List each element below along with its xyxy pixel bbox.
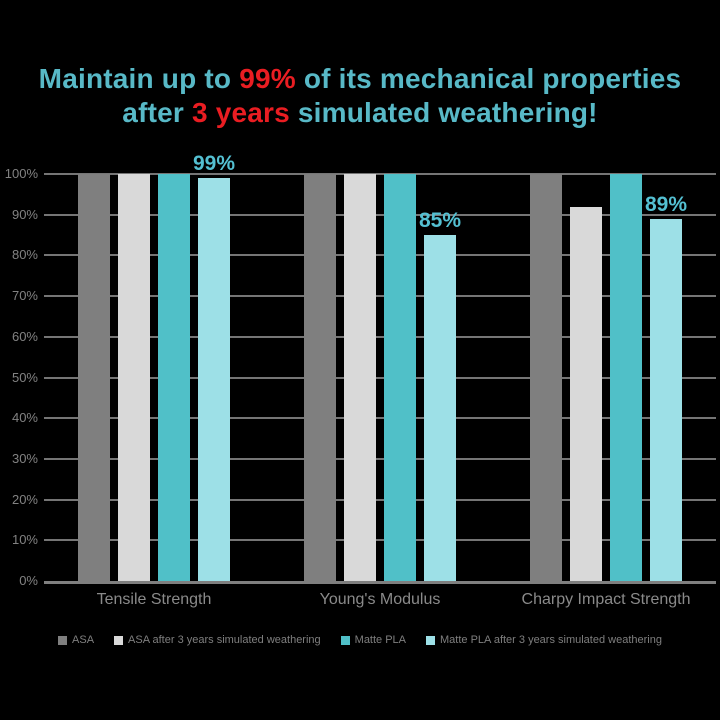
y-tick-label: 100% xyxy=(4,166,38,181)
bar xyxy=(610,174,642,581)
gridline xyxy=(44,295,716,298)
bar-value-label: 89% xyxy=(644,192,688,216)
legend-label: ASA xyxy=(72,634,95,646)
bar xyxy=(304,174,336,581)
bar xyxy=(118,174,150,581)
title-highlight: 3 years xyxy=(191,97,290,128)
gridline xyxy=(44,539,716,542)
legend-swatch xyxy=(340,635,350,645)
legend-item: ASA after 3 years simulated weathering xyxy=(114,634,321,646)
bar xyxy=(78,174,110,581)
title-highlight: 99% xyxy=(239,63,296,94)
chart-title: Maintain up to 99% of its mechanical pro… xyxy=(0,62,720,130)
title-line-2: after 3 years simulated weathering! xyxy=(0,96,720,130)
bar xyxy=(198,178,230,581)
legend-label: Matte PLA after 3 years simulated weathe… xyxy=(440,634,662,646)
y-tick-label: 10% xyxy=(11,532,38,548)
bar xyxy=(158,174,190,581)
gridline xyxy=(44,254,716,257)
category-label: Young's Modulus xyxy=(319,591,441,608)
legend-label: Matte PLA xyxy=(354,634,407,646)
title-text: Maintain up to xyxy=(38,63,240,94)
gridline xyxy=(44,335,716,338)
y-tick-label: 0% xyxy=(19,573,38,588)
legend-swatch xyxy=(58,635,68,645)
gridline xyxy=(44,498,716,501)
title-line-1: Maintain up to 99% of its mechanical pro… xyxy=(0,62,720,96)
plot-area: 99% 85% 89% xyxy=(44,152,716,584)
y-tick-label: 80% xyxy=(11,247,38,263)
y-tick-label: 60% xyxy=(11,328,38,344)
y-tick-label: 40% xyxy=(11,410,38,426)
bar xyxy=(530,174,562,581)
gridline xyxy=(44,457,716,460)
bar xyxy=(570,206,602,581)
gridline xyxy=(44,173,716,175)
bar xyxy=(650,218,682,581)
legend-swatch xyxy=(426,635,436,645)
bar xyxy=(384,174,416,581)
category-label: Tensile Strength xyxy=(96,591,212,608)
legend-label: ASA after 3 years simulated weathering xyxy=(128,634,321,646)
title-text: after xyxy=(122,97,192,128)
legend-item: Matte PLA xyxy=(340,634,407,646)
gridline xyxy=(44,417,716,420)
title-text: of its mechanical properties xyxy=(295,63,682,94)
bar-value-label: 99% xyxy=(192,152,236,176)
y-tick-label: 30% xyxy=(11,450,38,466)
category-label: Charpy Impact Strength xyxy=(521,591,691,608)
y-tick-label: 20% xyxy=(11,491,38,507)
legend: ASA ASA after 3 years simulated weatherin… xyxy=(0,634,720,646)
gridline xyxy=(44,376,716,379)
legend-item: Matte PLA after 3 years simulated weathe… xyxy=(426,634,662,646)
y-tick-label: 90% xyxy=(11,206,38,222)
bar xyxy=(344,174,376,581)
bar xyxy=(424,235,456,581)
bar-value-label: 85% xyxy=(418,209,462,233)
legend-item: ASA xyxy=(58,634,94,646)
legend-swatch xyxy=(114,635,124,645)
y-tick-label: 70% xyxy=(11,288,38,304)
y-tick-label: 50% xyxy=(11,369,38,385)
title-text: simulated weathering! xyxy=(289,97,598,128)
gridline xyxy=(44,213,716,216)
